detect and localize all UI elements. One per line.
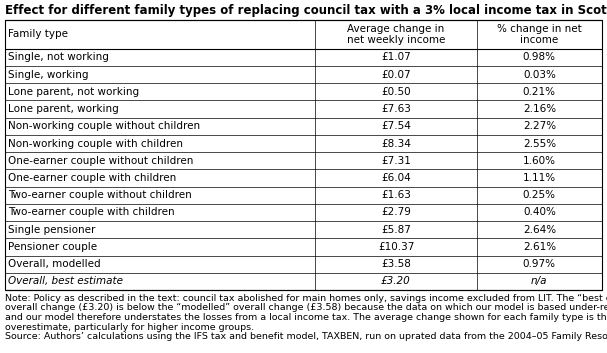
Text: and our model therefore understates the losses from a local income tax. The aver: and our model therefore understates the … [5, 313, 607, 322]
Text: Overall, modelled: Overall, modelled [8, 259, 101, 269]
Text: £0.50: £0.50 [381, 87, 411, 97]
Text: 2.61%: 2.61% [523, 242, 556, 252]
Text: Lone parent, working: Lone parent, working [8, 104, 119, 114]
Text: Two-earner couple without children: Two-earner couple without children [8, 190, 192, 200]
Text: 0.21%: 0.21% [523, 87, 556, 97]
Text: £6.04: £6.04 [381, 173, 411, 183]
Text: £10.37: £10.37 [378, 242, 414, 252]
Text: 0.40%: 0.40% [523, 208, 556, 217]
Text: £2.79: £2.79 [381, 208, 411, 217]
Text: Average change in
net weekly income: Average change in net weekly income [347, 24, 445, 45]
Text: Lone parent, not working: Lone parent, not working [8, 87, 139, 97]
Text: £3.20: £3.20 [381, 276, 411, 286]
Text: Two-earner couple with children: Two-earner couple with children [8, 208, 175, 217]
Text: Single, working: Single, working [8, 70, 89, 80]
Text: £5.87: £5.87 [381, 225, 411, 235]
Text: £1.07: £1.07 [381, 52, 411, 62]
Text: £7.31: £7.31 [381, 156, 411, 166]
Text: £8.34: £8.34 [381, 139, 411, 149]
Text: Single, not working: Single, not working [8, 52, 109, 62]
Text: overall change (£3.20) is below the “modelled” overall change (£3.58) because th: overall change (£3.20) is below the “mod… [5, 304, 607, 312]
Text: Non-working couple with children: Non-working couple with children [8, 139, 183, 149]
Text: £1.63: £1.63 [381, 190, 411, 200]
Text: Single pensioner: Single pensioner [8, 225, 95, 235]
Text: n/a: n/a [531, 276, 548, 286]
Text: 2.55%: 2.55% [523, 139, 556, 149]
Text: 2.64%: 2.64% [523, 225, 556, 235]
Bar [5, 20, 602, 290]
Text: Pensioner couple: Pensioner couple [8, 242, 97, 252]
Text: 0.25%: 0.25% [523, 190, 556, 200]
Text: £0.07: £0.07 [381, 70, 411, 80]
Text: 0.03%: 0.03% [523, 70, 556, 80]
Text: Source: Authors’ calculations using the IFS tax and benefit model, TAXBEN, run o: Source: Authors’ calculations using the … [5, 332, 607, 341]
Text: Note: Policy as described in the text: council tax abolished for main homes only: Note: Policy as described in the text: c… [5, 294, 607, 303]
Text: % change in net
income: % change in net income [497, 24, 582, 45]
Text: overestimate, particularly for higher income groups.: overestimate, particularly for higher in… [5, 323, 254, 331]
Text: 2.27%: 2.27% [523, 121, 556, 131]
Text: Overall, best estimate: Overall, best estimate [8, 276, 123, 286]
Text: 1.11%: 1.11% [523, 173, 556, 183]
Text: Non-working couple without children: Non-working couple without children [8, 121, 200, 131]
Text: 0.98%: 0.98% [523, 52, 556, 62]
Text: 0.97%: 0.97% [523, 259, 556, 269]
Text: 1.60%: 1.60% [523, 156, 556, 166]
Text: £7.54: £7.54 [381, 121, 411, 131]
Text: £7.63: £7.63 [381, 104, 411, 114]
Text: 2.16%: 2.16% [523, 104, 556, 114]
Text: £3.58: £3.58 [381, 259, 411, 269]
Text: Family type: Family type [8, 29, 68, 40]
Text: One-earner couple with children: One-earner couple with children [8, 173, 176, 183]
Text: Effect for different family types of replacing council tax with a 3% local incom: Effect for different family types of rep… [5, 4, 607, 17]
Text: One-earner couple without children: One-earner couple without children [8, 156, 194, 166]
